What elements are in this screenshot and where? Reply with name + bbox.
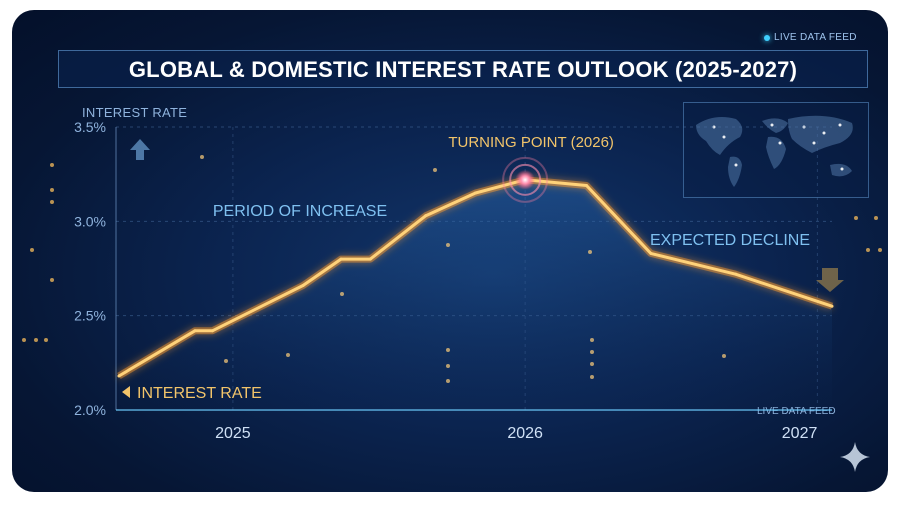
live-feed-label-bottom: LIVE DATA FEED xyxy=(757,406,836,417)
decor-dot xyxy=(590,375,594,379)
decor-dot xyxy=(286,353,290,357)
data-point xyxy=(117,374,121,378)
data-point xyxy=(193,329,197,333)
data-point xyxy=(649,251,653,255)
x-tick-label: 2027 xyxy=(782,425,818,442)
decor-dot xyxy=(50,188,54,192)
series-label: INTEREST RATE xyxy=(137,385,262,402)
x-tick-label: 2026 xyxy=(507,425,543,442)
up-arrow-icon xyxy=(130,139,150,160)
turning-point-ring xyxy=(509,163,542,196)
chart-title: GLOBAL & DOMESTIC INTEREST RATE OUTLOOK … xyxy=(128,57,798,82)
decline-label: EXPECTED DECLINE xyxy=(650,232,810,249)
y-tick-label: 2.5% xyxy=(74,308,106,324)
series-area xyxy=(118,179,832,410)
decor-dot xyxy=(34,338,38,342)
decor-dot xyxy=(446,348,450,352)
decor-dot xyxy=(878,248,882,252)
turning-point-marker xyxy=(515,169,536,190)
turning-point-ring xyxy=(502,156,549,203)
decor-dot xyxy=(200,155,204,159)
decor-dot xyxy=(866,248,870,252)
turning-point-label: TURNING POINT (2026) xyxy=(448,134,614,151)
data-point xyxy=(368,257,372,261)
data-point xyxy=(210,329,214,333)
y-tick-label: 3.5% xyxy=(74,119,106,135)
decor-dot xyxy=(446,379,450,383)
world-map-icon xyxy=(683,102,869,198)
data-point xyxy=(473,191,477,195)
chart-panel: LIVE DATA FEED GLOBAL & DOMESTIC INTERES… xyxy=(12,10,888,492)
series-pointer-icon xyxy=(122,386,130,398)
decor-dot xyxy=(874,216,878,220)
data-point xyxy=(830,304,834,308)
decor-dot xyxy=(433,168,437,172)
decor-dot xyxy=(590,350,594,354)
decor-dot xyxy=(588,250,592,254)
decor-dot xyxy=(50,200,54,204)
decor-dot xyxy=(224,359,228,363)
data-point xyxy=(585,183,589,187)
decor-dot xyxy=(590,362,594,366)
live-indicator-icon xyxy=(764,35,770,41)
title-banner: GLOBAL & DOMESTIC INTEREST RATE OUTLOOK … xyxy=(58,50,868,88)
decor-dot xyxy=(30,248,34,252)
decor-dot xyxy=(44,338,48,342)
decor-dot xyxy=(722,354,726,358)
decor-dot xyxy=(590,338,594,342)
data-point xyxy=(339,257,343,261)
decor-dot xyxy=(854,216,858,220)
increase-label: PERIOD OF INCREASE xyxy=(213,203,387,220)
down-arrow-icon xyxy=(816,268,844,292)
y-tick-label: 2.0% xyxy=(74,402,106,418)
decor-dot xyxy=(340,292,344,296)
sparkle-icon xyxy=(840,442,870,472)
y-tick-label: 3.0% xyxy=(74,213,106,229)
x-tick-label: 2025 xyxy=(215,425,251,442)
data-point xyxy=(734,272,738,276)
decor-dot xyxy=(50,278,54,282)
decor-dot xyxy=(22,338,26,342)
y-axis-label: INTEREST RATE xyxy=(82,105,188,120)
data-point xyxy=(301,283,305,287)
live-feed-label-top: LIVE DATA FEED xyxy=(774,32,857,43)
decor-dot xyxy=(50,163,54,167)
decor-dot xyxy=(446,243,450,247)
data-point xyxy=(424,214,428,218)
decor-dot xyxy=(446,364,450,368)
